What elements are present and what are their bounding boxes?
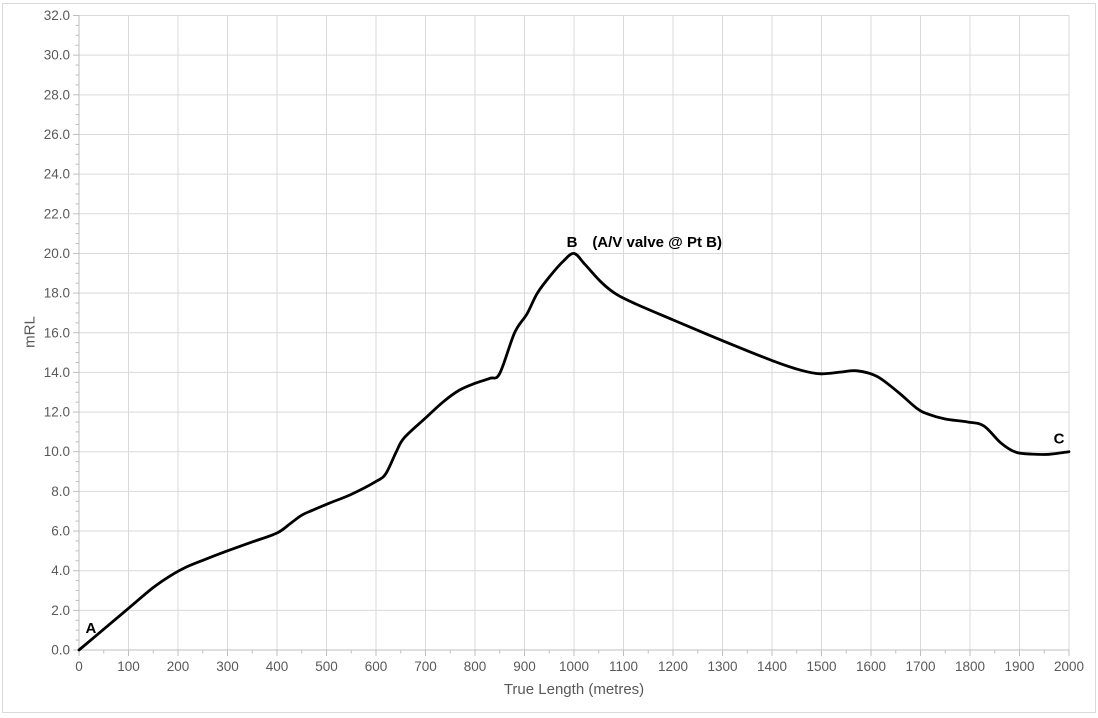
tick-labels: 0 100 200 300 400 500 600 700 800 900 1000 1100 1200…: [44, 8, 1084, 674]
x-tick-label: 100: [117, 659, 140, 674]
y-tick-label: 24.0: [44, 167, 70, 182]
y-tick-label: 0.0: [51, 643, 70, 658]
x-tick-label: 200: [167, 659, 190, 674]
y-tick-label: 30.0: [44, 48, 70, 63]
y-tick-label: 16.0: [44, 325, 70, 340]
y-tick-label: 26.0: [44, 127, 70, 142]
y-axis-title: mRL: [21, 316, 39, 348]
x-tick-label: 1600: [856, 659, 886, 674]
x-axis-title: True Length (metres): [503, 681, 645, 698]
annotation-label: C: [1054, 431, 1065, 448]
x-tick-label: 700: [414, 659, 437, 674]
x-tick-label: 1200: [658, 659, 688, 674]
x-tick-label: 800: [464, 659, 487, 674]
annotation-label: (A/V valve @ Pt B): [592, 234, 722, 251]
x-tick-label: 1000: [559, 659, 589, 674]
x-tick-label: 300: [216, 659, 239, 674]
y-tick-label: 12.0: [44, 405, 70, 420]
x-tick-label: 1800: [955, 659, 985, 674]
y-tick-label: 28.0: [44, 87, 70, 102]
x-tick-label: 2000: [1054, 659, 1084, 674]
x-tick-label: 1700: [905, 659, 935, 674]
tick-marks: [73, 15, 1070, 656]
x-tick-label: 500: [315, 659, 338, 674]
x-tick-label: 400: [266, 659, 289, 674]
profile-curve: [77, 252, 1071, 652]
annotation-label: B: [567, 234, 578, 251]
y-tick-label: 32.0: [44, 8, 70, 23]
y-tick-label: 18.0: [44, 286, 70, 301]
annotations: A B (A/V valve @ Pt B) C: [85, 234, 1064, 637]
x-tick-label: 1900: [1004, 659, 1034, 674]
series: [77, 252, 1071, 652]
y-tick-label: 10.0: [44, 444, 70, 459]
x-tick-label: 1300: [707, 659, 737, 674]
y-tick-label: 6.0: [51, 524, 70, 539]
y-tick-label: 20.0: [44, 246, 70, 261]
x-tick-label: 1400: [757, 659, 787, 674]
y-tick-label: 2.0: [51, 603, 70, 618]
x-tick-label: 1500: [806, 659, 836, 674]
x-tick-label: 1100: [609, 659, 638, 674]
y-tick-label: 8.0: [51, 484, 70, 499]
x-tick-label: 0: [75, 659, 83, 674]
y-tick-label: 4.0: [51, 563, 70, 578]
x-tick-label: 600: [365, 659, 388, 674]
x-tick-label: 900: [513, 659, 536, 674]
y-tick-label: 14.0: [44, 365, 70, 380]
gridlines: [79, 15, 1070, 650]
y-tick-label: 22.0: [44, 206, 70, 221]
annotation-label: A: [85, 620, 96, 637]
